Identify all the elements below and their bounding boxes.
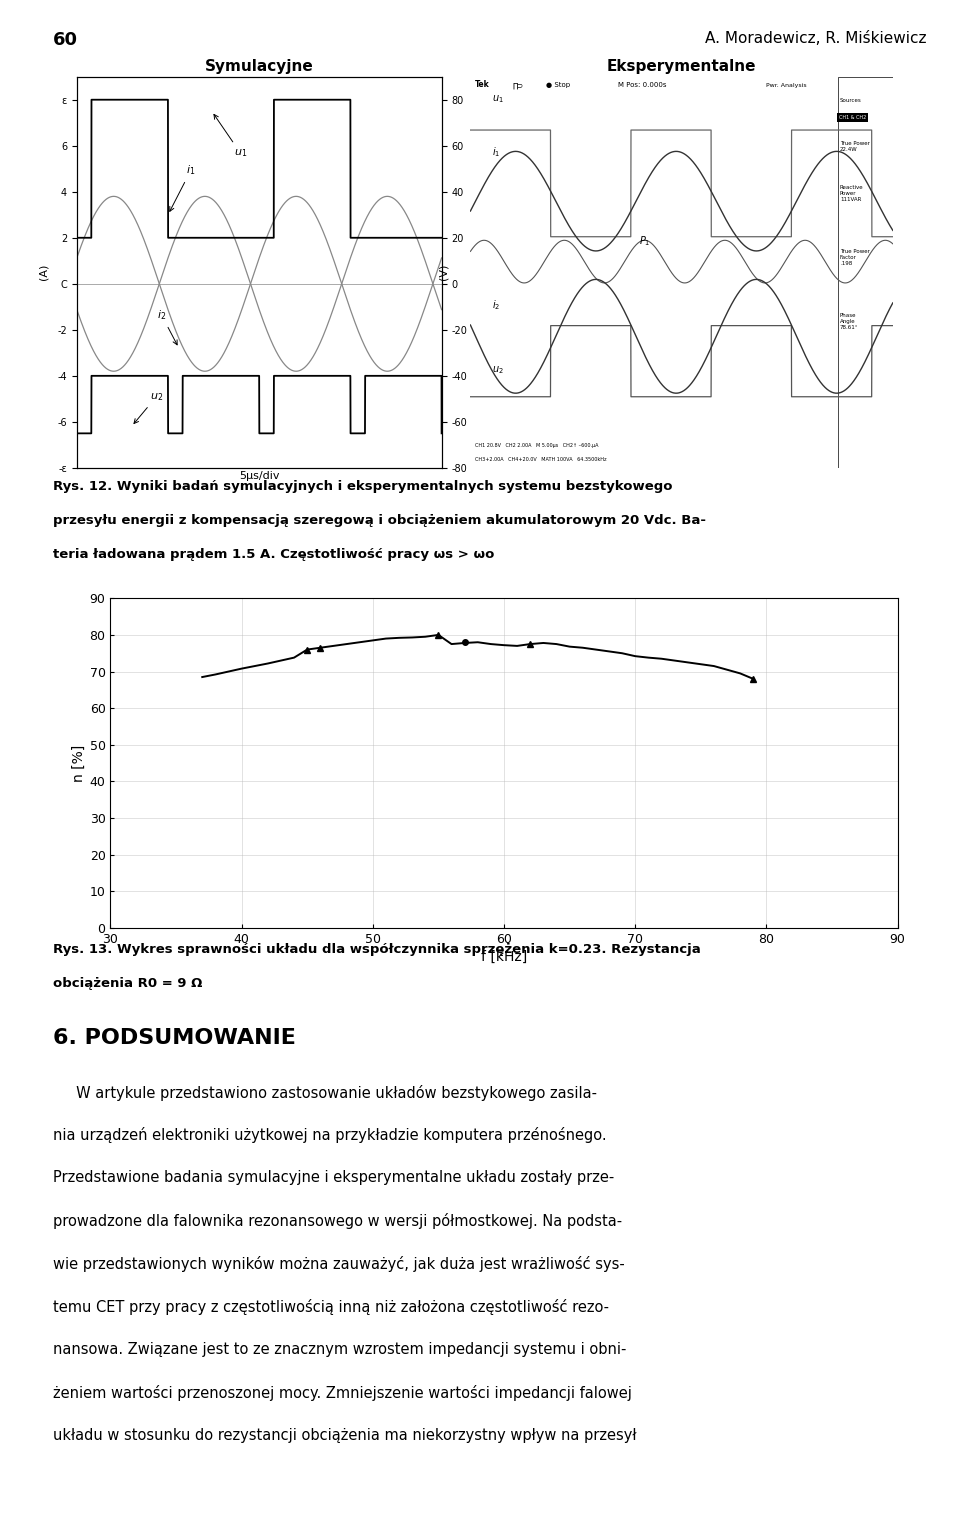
Text: $u_2$: $u_2$ [134, 391, 163, 423]
Text: temu CET przy pracy z częstotliwością inną niż założona częstotliwość rezo-: temu CET przy pracy z częstotliwością in… [53, 1299, 609, 1315]
Text: $u_1$: $u_1$ [214, 115, 247, 158]
Title: Symulacyjne: Symulacyjne [204, 60, 314, 74]
Text: W artykule przedstawiono zastosowanie układów bezstykowego zasila-: W artykule przedstawiono zastosowanie uk… [53, 1085, 597, 1100]
Text: Phase
Angle
78.61°: Phase Angle 78.61° [840, 313, 858, 330]
Text: żeniem wartości przenoszonej mocy. Zmniejszenie wartości impedancji falowej: żeniem wartości przenoszonej mocy. Zmnie… [53, 1385, 632, 1401]
Text: Tek: Tek [474, 80, 490, 89]
Text: (V): (V) [439, 264, 448, 281]
Text: Przedstawione badania symulacyjne i eksperymentalne układu zostały prze-: Przedstawione badania symulacyjne i eksp… [53, 1170, 614, 1186]
Text: prowadzone dla falownika rezonansowego w wersji półmostkowej. Na podsta-: prowadzone dla falownika rezonansowego w… [53, 1213, 622, 1229]
Text: przesyłu energii z kompensacją szeregową i obciążeniem akumulatorowym 20 Vdc. Ba: przesyłu energii z kompensacją szeregową… [53, 514, 706, 526]
Text: teria ładowana prądem 1.5 A. Częstotliwość pracy ωs > ωo: teria ładowana prądem 1.5 A. Częstotliwo… [53, 548, 494, 560]
X-axis label: f [kHz]: f [kHz] [481, 950, 527, 963]
Text: ● Stop: ● Stop [546, 83, 570, 89]
Text: CH3+2.00A   CH4+20.0V   MATH 100VA   64.3500kHz: CH3+2.00A CH4+20.0V MATH 100VA 64.3500kH… [474, 457, 607, 462]
Text: ∏⊃: ∏⊃ [513, 83, 524, 89]
Text: (A): (A) [38, 264, 48, 281]
Text: wie przedstawionych wyników można zauważyć, jak duża jest wrażliwość sys-: wie przedstawionych wyników można zauważ… [53, 1256, 625, 1272]
Text: 60: 60 [53, 31, 78, 49]
Text: CH1 20.8V   CH2 2.00A   M 5.00μs   CH2↑ –600.μA: CH1 20.8V CH2 2.00A M 5.00μs CH2↑ –600.μ… [474, 442, 598, 448]
Text: układu w stosunku do rezystancji obciążenia ma niekorzystny wpływ na przesył: układu w stosunku do rezystancji obciąże… [53, 1428, 636, 1443]
Text: $i_2$: $i_2$ [157, 308, 178, 345]
Text: obciążenia R0 = 9 Ω: obciążenia R0 = 9 Ω [53, 977, 203, 989]
Text: Reactive
Power
111VAR: Reactive Power 111VAR [840, 184, 864, 202]
Text: Rys. 12. Wyniki badań symulacyjnych i eksperymentalnych systemu bezstykowego: Rys. 12. Wyniki badań symulacyjnych i ek… [53, 480, 672, 492]
Text: Rys. 13. Wykres sprawności układu dla współczynnika sprzężenia k=0.23. Rezystanc: Rys. 13. Wykres sprawności układu dla ws… [53, 943, 701, 956]
Text: $P_1$: $P_1$ [639, 233, 651, 247]
Text: CH1 & CH2: CH1 & CH2 [839, 115, 866, 120]
Text: $i_1$: $i_1$ [492, 144, 500, 158]
Text: nansowa. Związane jest to ze znacznym wzrostem impedancji systemu i obni-: nansowa. Związane jest to ze znacznym wz… [53, 1342, 626, 1358]
Text: nia urządzeń elektroniki użytkowej na przykładzie komputera przénośnego.: nia urządzeń elektroniki użytkowej na pr… [53, 1127, 607, 1143]
FancyBboxPatch shape [838, 77, 897, 468]
Text: $u_2$: $u_2$ [492, 364, 503, 376]
X-axis label: 5μs/div: 5μs/div [239, 471, 279, 480]
Title: Eksperymentalne: Eksperymentalne [607, 60, 756, 74]
Text: $u_1$: $u_1$ [492, 94, 503, 106]
Y-axis label: n [%]: n [%] [71, 744, 85, 782]
Text: $i_1$: $i_1$ [170, 163, 196, 212]
Text: 6. PODSUMOWANIE: 6. PODSUMOWANIE [53, 1028, 296, 1048]
Text: Sources: Sources [840, 98, 862, 103]
Text: True Power
22.4W: True Power 22.4W [840, 141, 870, 152]
Text: A. Moradewicz, R. Miśkiewicz: A. Moradewicz, R. Miśkiewicz [705, 31, 926, 46]
Text: Pwr. Analysis: Pwr. Analysis [766, 83, 806, 89]
Text: True Power
Factor
.198: True Power Factor .198 [840, 249, 870, 267]
Text: M Pos: 0.000s: M Pos: 0.000s [618, 83, 667, 89]
Text: $i_2$: $i_2$ [492, 298, 500, 311]
